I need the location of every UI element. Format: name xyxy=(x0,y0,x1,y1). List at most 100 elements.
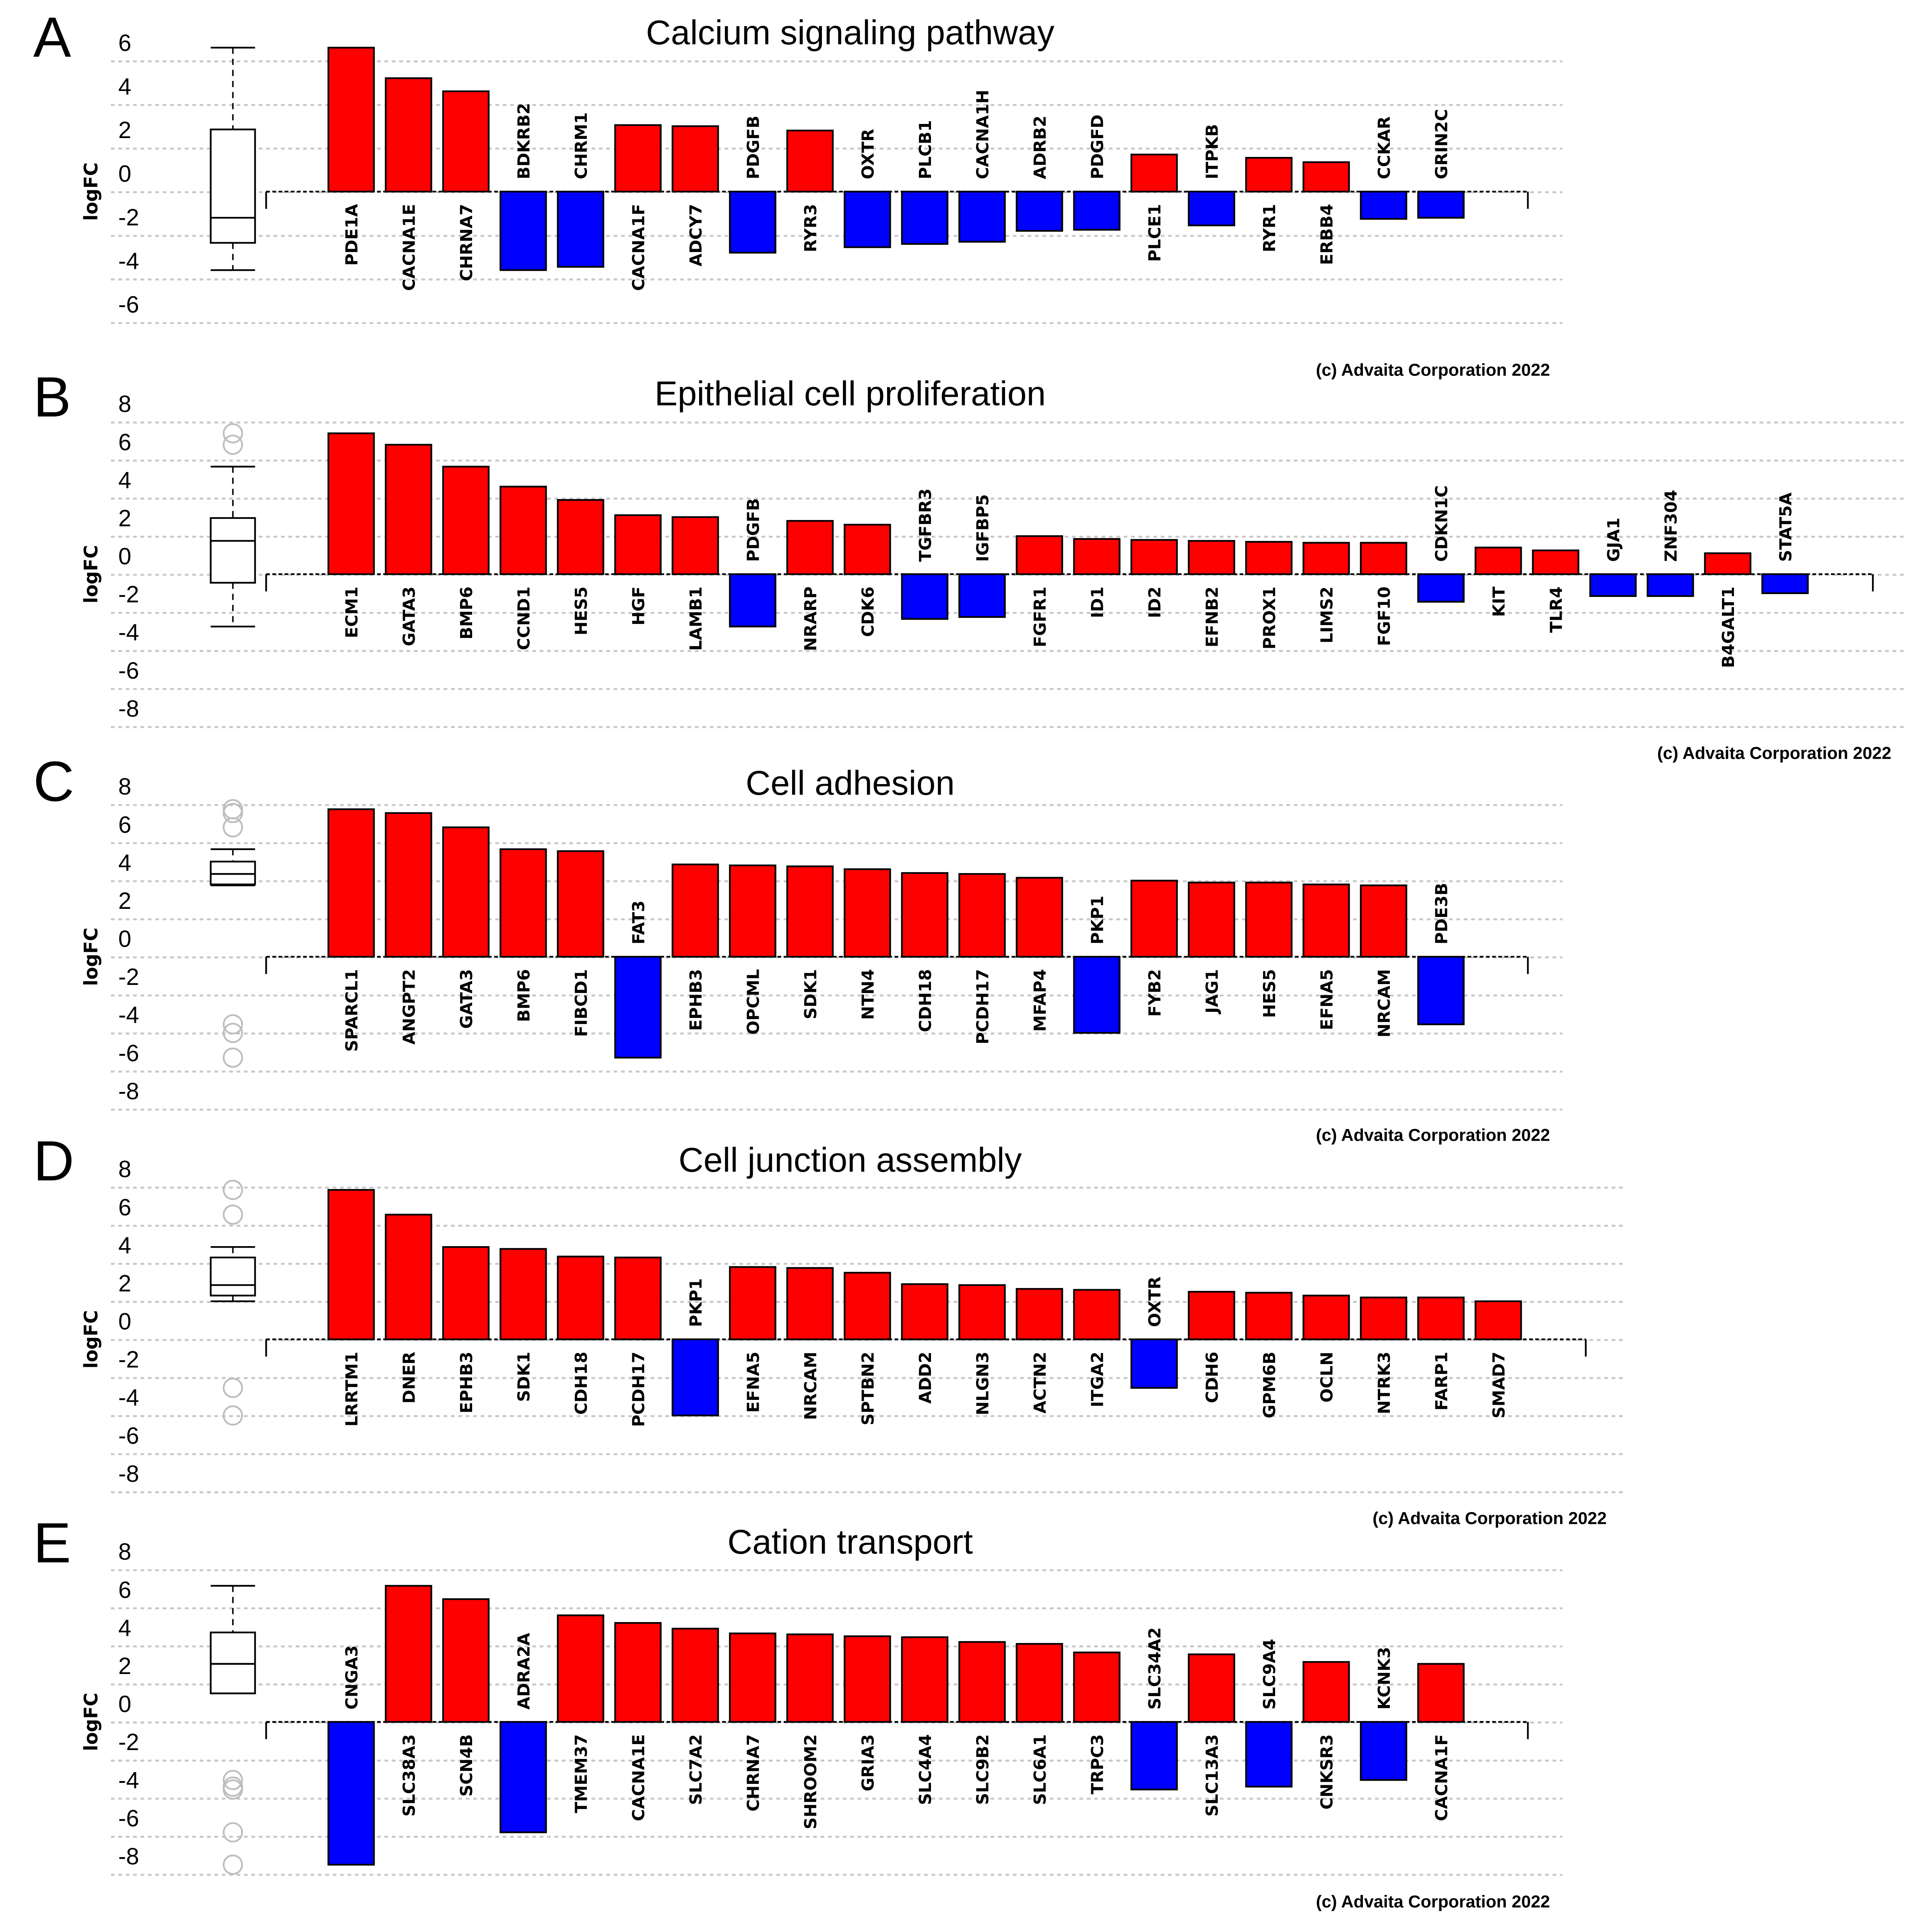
boxplot xyxy=(210,1585,256,1875)
gene-label: HES5 xyxy=(572,586,591,635)
boxplot xyxy=(210,799,256,1068)
y-tick-label: -4 xyxy=(118,1767,139,1794)
y-axis-label: logFC xyxy=(80,545,102,603)
gene-label: CACNA1E xyxy=(399,204,419,291)
bar-cacna1f xyxy=(614,124,662,193)
bar-slc13a3 xyxy=(1188,1653,1235,1723)
y-tick-label: -6 xyxy=(118,658,139,684)
gene-label: GPM6B xyxy=(1260,1352,1279,1418)
bar-fgfr1 xyxy=(1016,535,1063,575)
bar-lims2 xyxy=(1302,542,1350,575)
gene-label: LAMB1 xyxy=(686,586,706,651)
gene-label: ADRB2 xyxy=(1030,116,1050,179)
bar-slc7a2 xyxy=(671,1628,719,1723)
gene-label: ACTN2 xyxy=(1030,1352,1050,1414)
bar-erbb4 xyxy=(1302,161,1350,193)
y-tick-label: 8 xyxy=(118,391,131,417)
gene-label: SPARCL1 xyxy=(342,969,361,1052)
bar-sparcl1 xyxy=(327,808,375,958)
bar-plcb1 xyxy=(901,190,949,245)
y-tick-label: 8 xyxy=(118,1156,131,1183)
bar-farp1 xyxy=(1417,1296,1465,1340)
boxplot-box xyxy=(210,517,256,584)
bar-tmem37 xyxy=(557,1614,605,1723)
bar-nlgn3 xyxy=(958,1284,1006,1340)
bar-chrna7 xyxy=(442,90,490,193)
bar-cacna1e xyxy=(385,77,432,193)
copyright-text: (c) Advaita Corporation 2022 xyxy=(1316,1892,1550,1911)
boxplot-outlier xyxy=(223,1405,243,1426)
bar-igfbp5 xyxy=(958,573,1006,618)
gene-label: TRPC3 xyxy=(1088,1734,1107,1794)
gene-label: NLGN3 xyxy=(973,1352,992,1415)
y-tick-label: 4 xyxy=(118,1232,131,1259)
bar-gja1 xyxy=(1589,573,1637,597)
gene-label: GRIA3 xyxy=(858,1734,877,1792)
bar-fat3 xyxy=(614,956,662,1059)
gene-label: ADCY7 xyxy=(686,204,706,266)
gene-label: NTN4 xyxy=(858,969,877,1020)
gene-label: ADRA2A xyxy=(514,1633,533,1710)
gene-label: HES5 xyxy=(1260,969,1279,1018)
bar-ccnd1 xyxy=(500,485,547,575)
gene-label: SLC38A3 xyxy=(399,1734,419,1817)
y-tick-label: -8 xyxy=(118,696,139,722)
gene-label: GATA3 xyxy=(399,586,419,646)
bar-lrrtm1 xyxy=(327,1189,375,1340)
bar-lamb1 xyxy=(671,516,719,575)
panel-letter: C xyxy=(33,750,74,813)
gene-label: CACNA1F xyxy=(629,204,648,291)
panel-A: A Calcium signaling pathway 6 4 2 0 -2 -4 -6 logF… xyxy=(33,6,1563,380)
bar-stat5a xyxy=(1761,573,1809,594)
gene-label: BMP6 xyxy=(457,586,476,640)
gene-label: FYB2 xyxy=(1145,969,1164,1017)
gene-label: CNKSR3 xyxy=(1317,1734,1336,1810)
boxplot-box xyxy=(210,861,256,886)
y-tick-label: -2 xyxy=(118,1729,139,1755)
boxplot-outlier xyxy=(223,434,243,455)
panel-letter: E xyxy=(33,1511,71,1575)
gene-label: RYR3 xyxy=(801,204,820,252)
bar-cdh6 xyxy=(1188,1291,1235,1340)
bar-cdkn1c xyxy=(1417,573,1465,603)
y-tick-label: 0 xyxy=(118,926,131,952)
bar-efnb2 xyxy=(1188,540,1235,575)
bar-ecm1 xyxy=(327,432,375,575)
bar-cdh18 xyxy=(557,1255,605,1340)
gene-label: LRRTM1 xyxy=(342,1352,361,1426)
y-tick-label: -6 xyxy=(118,1805,139,1831)
bar-shroom2 xyxy=(786,1633,834,1723)
gene-label: BMP6 xyxy=(514,969,533,1022)
panel-letter: D xyxy=(33,1129,74,1193)
gene-label: NRARP xyxy=(801,586,820,651)
y-tick-label: 2 xyxy=(118,1270,131,1296)
gene-label: PDE1A xyxy=(342,204,361,266)
gene-label: PCDH17 xyxy=(629,1352,648,1427)
bar-ryr3 xyxy=(786,130,834,193)
gene-label: CDH18 xyxy=(916,969,935,1032)
y-axis-label: logFC xyxy=(80,1310,102,1368)
gene-label: CHRM1 xyxy=(572,112,591,180)
gene-label: FGF10 xyxy=(1375,586,1394,646)
gene-label: ID1 xyxy=(1088,586,1107,618)
gene-label: SLC7A2 xyxy=(686,1734,706,1805)
gene-label: EPHB3 xyxy=(457,1352,476,1413)
bar-pkp1 xyxy=(1073,956,1121,1034)
bar-znf304 xyxy=(1647,573,1694,597)
boxplot-outlier xyxy=(223,1047,243,1068)
gene-label: TGFBR3 xyxy=(916,489,935,562)
y-tick-label: -8 xyxy=(118,1078,139,1104)
gene-label: EFNA5 xyxy=(743,1352,763,1413)
panel-C: C Cell adhesion 8 6 4 2 0 -2 -4 -6 -8 logFC SPARCL1 A… xyxy=(33,750,1563,1145)
bar-sdk1 xyxy=(500,1248,547,1340)
bar-actn2 xyxy=(1016,1288,1063,1340)
bar-tlr4 xyxy=(1532,549,1579,575)
bar-pdgfb xyxy=(729,573,776,627)
copyright-text: (c) Advaita Corporation 2022 xyxy=(1316,1126,1550,1145)
bar-efna5 xyxy=(1302,883,1350,958)
bar-id1 xyxy=(1073,538,1121,575)
panel-letter: A xyxy=(33,6,71,69)
gene-label: CCND1 xyxy=(514,586,533,650)
bar-sptbn2 xyxy=(844,1271,891,1340)
